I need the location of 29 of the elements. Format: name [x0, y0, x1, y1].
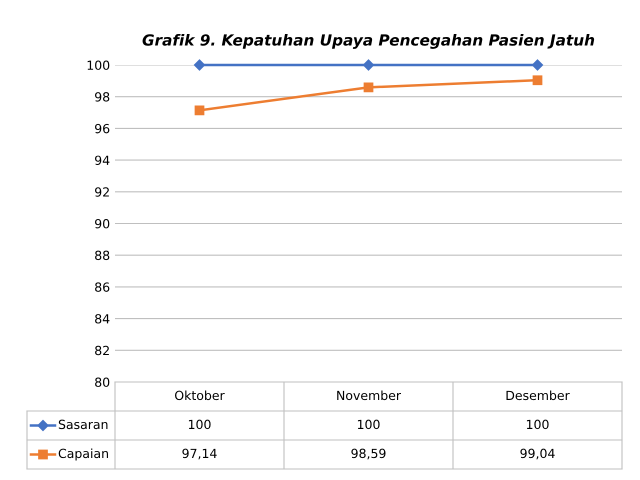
point	[532, 59, 544, 71]
data-label: 99,04	[520, 448, 555, 460]
point	[194, 105, 204, 116]
y-tick-label: 94	[95, 156, 110, 166]
y-tick-label: 86	[95, 282, 110, 292]
legend-label: Sasaran	[58, 420, 108, 430]
y-tick-label: 80	[95, 377, 110, 387]
y-tick-label: 92	[95, 187, 109, 197]
data-label: 100	[188, 420, 211, 430]
point	[194, 59, 206, 71]
data-label: 100	[526, 420, 549, 430]
point	[364, 82, 374, 92]
x-tick-label: November	[337, 390, 402, 400]
y-tick-label: 98	[95, 92, 110, 102]
x-tick-label: Oktober	[175, 390, 225, 400]
point	[362, 59, 374, 71]
data-label: 98,59	[351, 448, 386, 460]
y-tick-label: 100	[88, 60, 110, 70]
legend-label: Capaian	[58, 448, 108, 461]
data-label: 97,14	[182, 448, 217, 460]
y-tick-label: 82	[95, 346, 109, 356]
point	[532, 75, 542, 86]
chart-title: Grafik 9. Kepatuhan Upaya Pencegahan Pasien Jatuh	[142, 34, 594, 49]
y-tick-label: 84	[95, 314, 110, 324]
data-label: 100	[358, 420, 380, 430]
x-tick-label: Desember	[506, 390, 570, 400]
y-tick-label: 96	[95, 124, 110, 134]
y-tick-label: 90	[95, 218, 110, 228]
y-tick-label: 88	[95, 250, 110, 260]
